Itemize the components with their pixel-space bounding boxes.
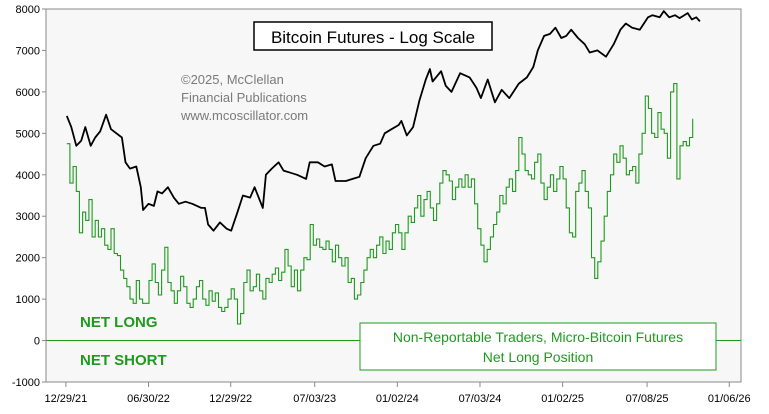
net-long-label: NET LONG <box>80 314 158 331</box>
copyright-line-3: www.mcoscillator.com <box>180 108 308 123</box>
x-tick-label: 12/29/21 <box>44 393 87 405</box>
y-tick-label: 8000 <box>16 4 40 16</box>
series-line-net-position <box>66 83 694 325</box>
x-axis: 12/29/21 06/30/22 12/29/22 07/03/23 01/02/24… <box>44 382 751 405</box>
x-tick-label: 07/03/23 <box>293 393 336 405</box>
legend-line-1: Non-Reportable Traders, Micro-Bitcoin Fu… <box>393 329 683 345</box>
x-tick-label: 06/30/22 <box>127 393 170 405</box>
copyright-line-1: ©2025, McClellan <box>181 72 284 87</box>
series-net-position <box>66 83 694 325</box>
legend-box <box>359 322 717 371</box>
x-tick-label: 01/02/24 <box>376 393 419 405</box>
net-short-label: NET SHORT <box>80 352 167 369</box>
x-tick-label: 07/03/24 <box>459 393 502 405</box>
y-tick-label: 5000 <box>16 128 40 140</box>
chart-title: Bitcoin Futures - Log Scale <box>271 28 475 47</box>
copyright-line-2: Financial Publications <box>181 90 307 105</box>
y-tick-label: 6000 <box>16 87 40 99</box>
title-box <box>253 21 493 51</box>
y-tick-label: 1000 <box>16 294 40 306</box>
series-bitcoin-futures <box>65 10 701 232</box>
series-line-bitcoin-futures <box>65 10 701 232</box>
y-axis: -1000 0 1000 2000 3000 4000 5000 6000 7000 8000 <box>12 4 46 389</box>
y-tick-label: 0 <box>34 336 40 348</box>
x-tick-label: 12/29/22 <box>209 393 252 405</box>
y-tick-label: 7000 <box>16 45 40 57</box>
y-tick-label: -1000 <box>12 377 40 389</box>
x-tick-label: 01/02/25 <box>541 393 584 405</box>
legend-line-2: Net Long Position <box>483 349 594 365</box>
y-tick-label: 4000 <box>16 170 40 182</box>
x-tick-label: 07/08/25 <box>626 393 669 405</box>
y-tick-label: 3000 <box>16 211 40 223</box>
x-tick-label: 01/06/26 <box>708 393 751 405</box>
plot-background <box>45 8 742 383</box>
y-tick-label: 2000 <box>16 253 40 265</box>
